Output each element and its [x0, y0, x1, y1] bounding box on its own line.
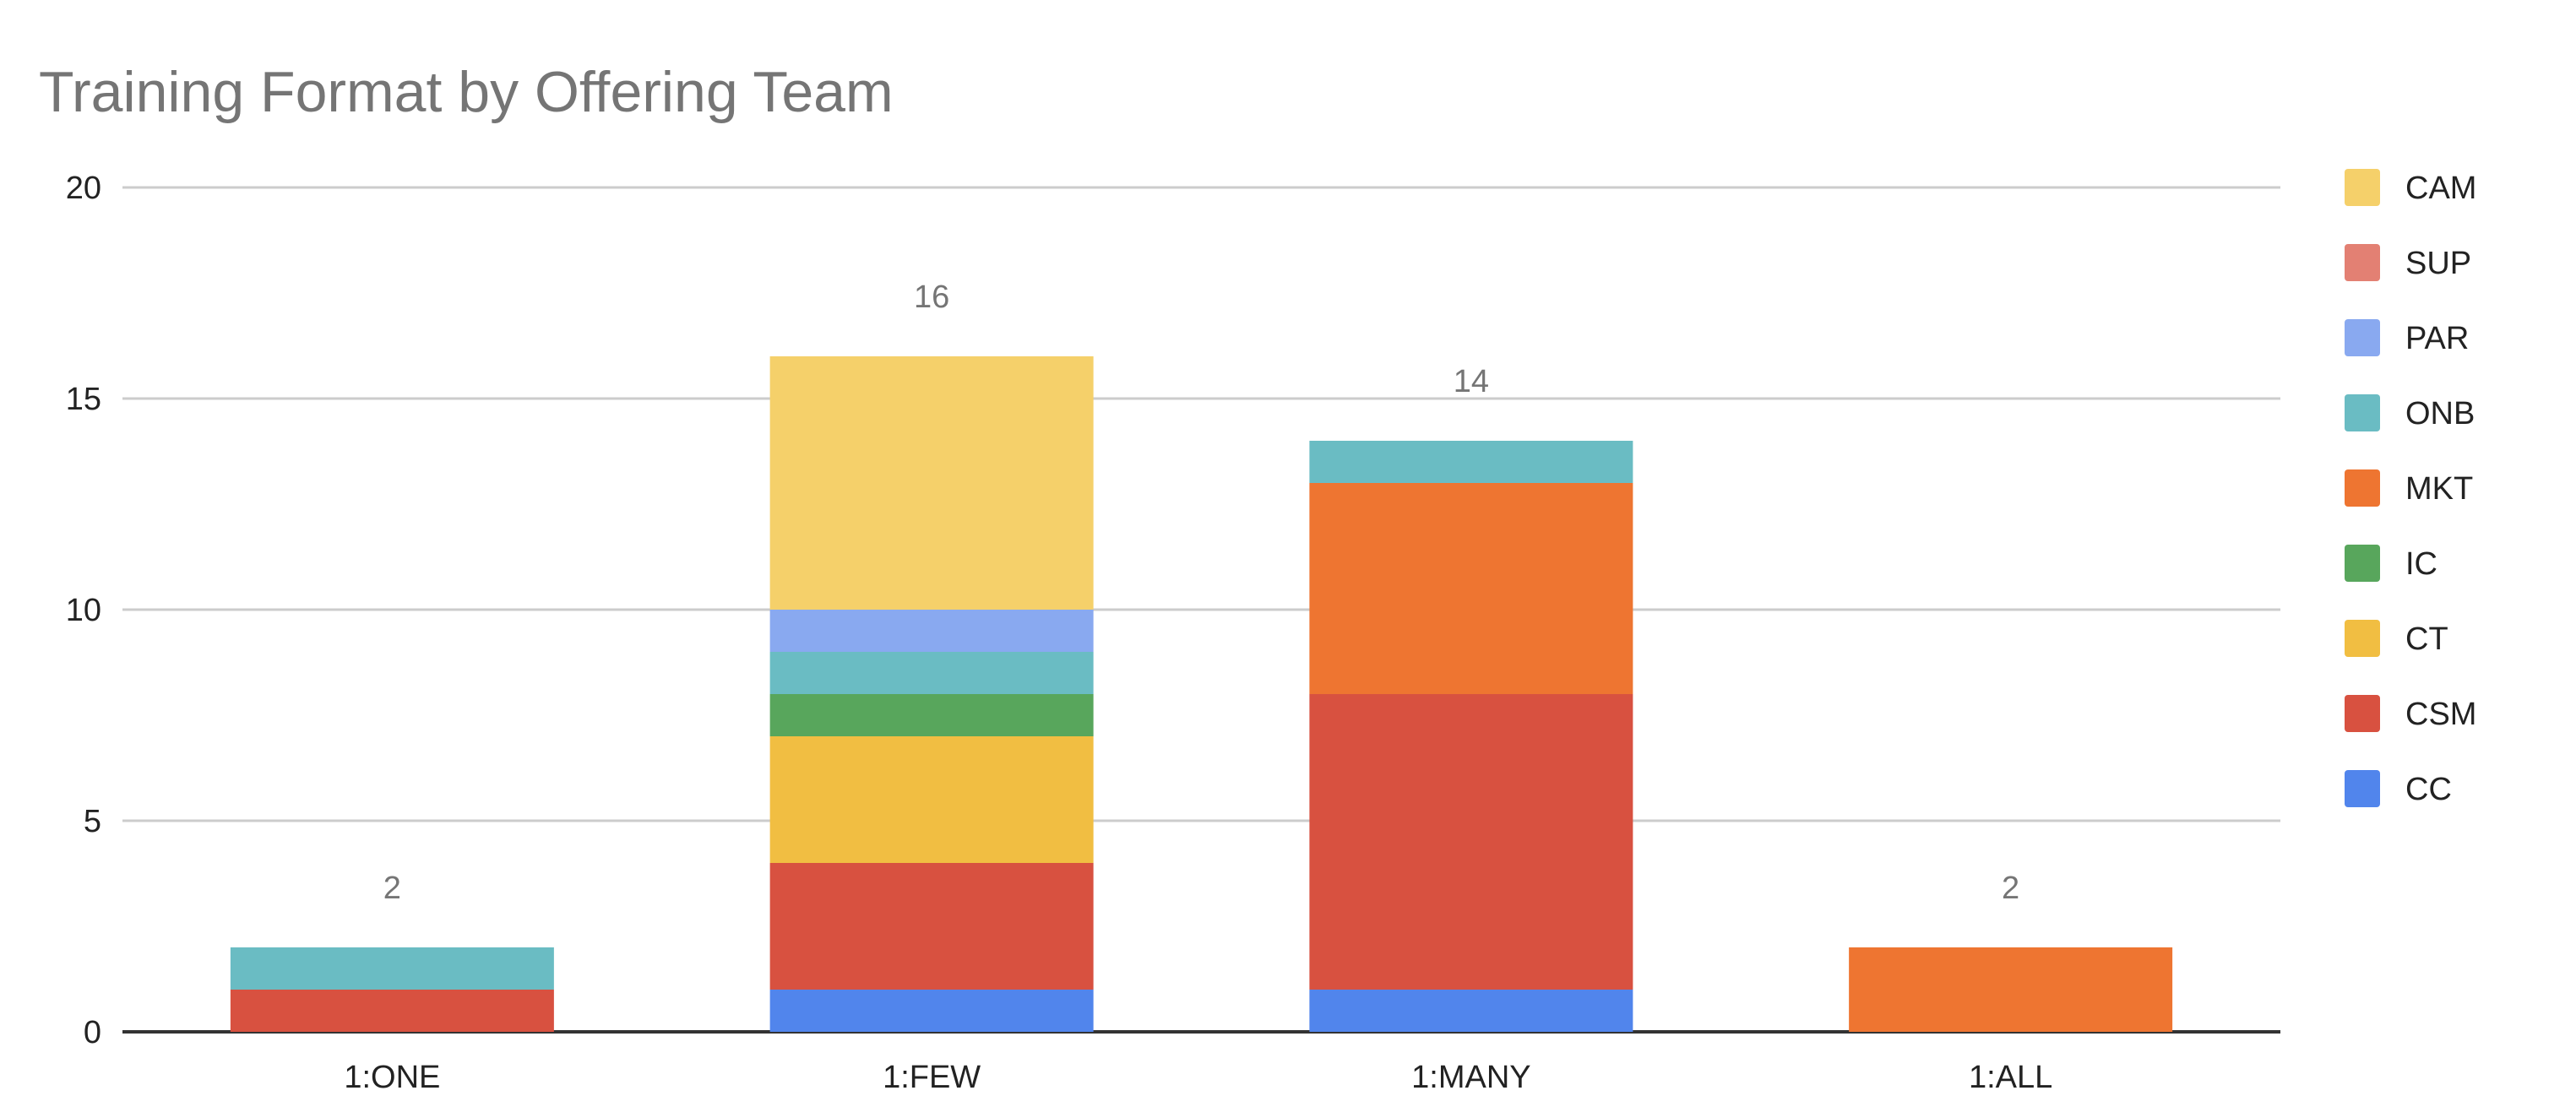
x-tick-label: 1:FEW [883, 1060, 981, 1095]
legend-label: CC [2405, 772, 2452, 807]
legend-swatch [2345, 244, 2380, 281]
legend-swatch [2345, 620, 2380, 657]
legend-label: CAM [2405, 171, 2476, 206]
total-label: 2 [383, 871, 401, 906]
legend-swatch [2345, 770, 2380, 807]
bar-segment-csm[interactable] [769, 863, 1094, 990]
legend-item-sup[interactable]: SUP [2345, 244, 2471, 281]
y-tick-label: 10 [66, 593, 101, 628]
legend-item-ct[interactable]: CT [2345, 620, 2448, 657]
y-tick-label: 15 [66, 382, 101, 417]
x-tick-label: 1:ONE [344, 1060, 440, 1095]
total-label: 16 [914, 279, 949, 315]
bar-segment-onb[interactable] [769, 652, 1094, 694]
y-tick-label: 20 [66, 171, 101, 206]
bar-segment-mkt[interactable] [1309, 483, 1633, 694]
y-tick-label: 0 [84, 1015, 101, 1050]
bar-segment-mkt[interactable] [1849, 947, 2173, 1032]
legend-item-par[interactable]: PAR [2345, 319, 2469, 356]
bar-segment-onb[interactable] [1309, 441, 1633, 483]
bar-segment-csm[interactable] [230, 990, 554, 1032]
legend-item-mkt[interactable]: MKT [2345, 469, 2473, 507]
bar-segment-ic[interactable] [769, 694, 1094, 736]
legend-label: PAR [2405, 321, 2469, 356]
legend-item-onb[interactable]: ONB [2345, 394, 2475, 431]
y-tick-label: 5 [84, 804, 101, 839]
x-tick-label: 1:MANY [1411, 1060, 1530, 1095]
legend-label: IC [2405, 546, 2437, 582]
legend-swatch [2345, 695, 2380, 732]
legend-item-csm[interactable]: CSM [2345, 695, 2476, 732]
legend-item-cam[interactable]: CAM [2345, 169, 2476, 206]
bar-segment-cc[interactable] [1309, 990, 1633, 1032]
legend-swatch [2345, 169, 2380, 206]
bar-segment-ct[interactable] [769, 736, 1094, 863]
x-tick-label: 1:ALL [1969, 1060, 2052, 1095]
legend-swatch [2345, 319, 2380, 356]
total-label: 2 [2002, 871, 2019, 906]
bar-segment-onb[interactable] [230, 947, 554, 990]
legend-swatch [2345, 469, 2380, 507]
legend-label: MKT [2405, 471, 2473, 507]
legend-label: SUP [2405, 246, 2471, 281]
legend-item-ic[interactable]: IC [2345, 545, 2437, 582]
legend-swatch [2345, 545, 2380, 582]
total-label: 14 [1454, 364, 1489, 399]
legend-label: ONB [2405, 396, 2475, 431]
legend-label: CT [2405, 621, 2448, 657]
legend-item-cc[interactable]: CC [2345, 770, 2452, 807]
bar-segment-cam[interactable] [769, 356, 1094, 610]
chart-title: Training Format by Offering Team [39, 60, 894, 124]
bar-segment-par[interactable] [769, 610, 1094, 652]
bar-segment-cc[interactable] [769, 990, 1094, 1032]
legend-label: CSM [2405, 697, 2476, 732]
bar-segment-csm[interactable] [1309, 694, 1633, 990]
legend-swatch [2345, 394, 2380, 431]
